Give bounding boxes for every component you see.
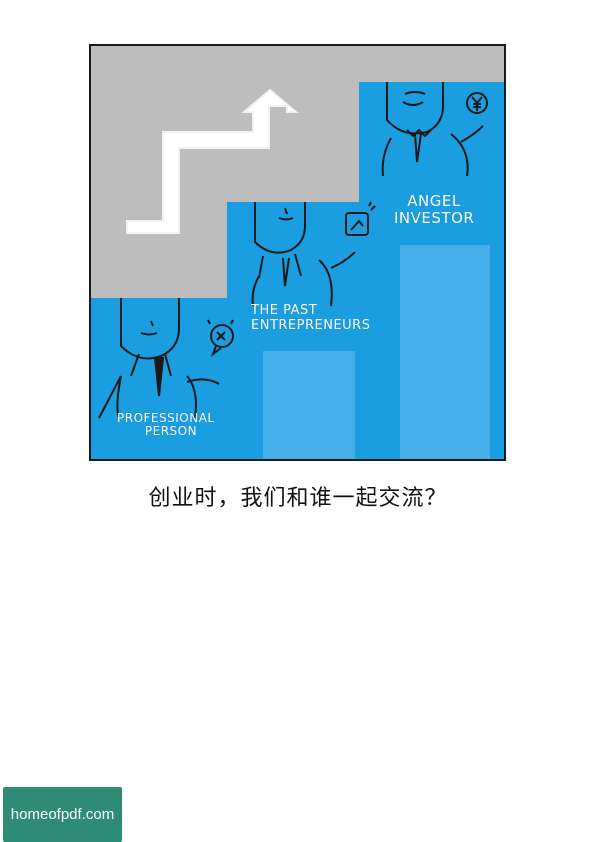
past-entrepreneurs-label-line1: THE PAST bbox=[251, 303, 318, 318]
past-entrepreneurs-label: THE PAST ENTREPRENEURS bbox=[251, 303, 371, 333]
yuan-coin-icon bbox=[466, 92, 488, 114]
caption-question: 创业时，我们和谁一起交流？ bbox=[148, 486, 448, 511]
professional-person-figure bbox=[98, 298, 220, 419]
illustration-panel: PROFESSIONAL PERSON THE PAST ENTREPRENEU… bbox=[89, 44, 506, 461]
angel-investor-figure bbox=[381, 82, 484, 177]
professional-person-label: PROFESSIONAL PERSON bbox=[117, 411, 215, 439]
chart-card-icon bbox=[345, 201, 376, 236]
professional-person-label-line1: PROFESSIONAL bbox=[117, 411, 215, 425]
angel-investor-label-line1: ANGEL bbox=[407, 192, 461, 210]
staircase-illustration bbox=[91, 82, 504, 459]
past-entrepreneurs-figure bbox=[251, 202, 356, 307]
professional-person-label-line2: PERSON bbox=[144, 424, 198, 439]
question-face-icon bbox=[207, 319, 234, 357]
watermark-badge[interactable]: homeofpdf.com bbox=[3, 787, 122, 842]
pillar-right bbox=[400, 245, 490, 459]
angel-investor-label: ANGEL INVESTOR bbox=[394, 193, 474, 227]
arrow-up-icon bbox=[126, 88, 299, 234]
angel-investor-label-line2: INVESTOR bbox=[394, 208, 475, 227]
past-entrepreneurs-label-line2: ENTREPRENEURS bbox=[251, 317, 371, 333]
pillar-middle bbox=[263, 351, 355, 459]
